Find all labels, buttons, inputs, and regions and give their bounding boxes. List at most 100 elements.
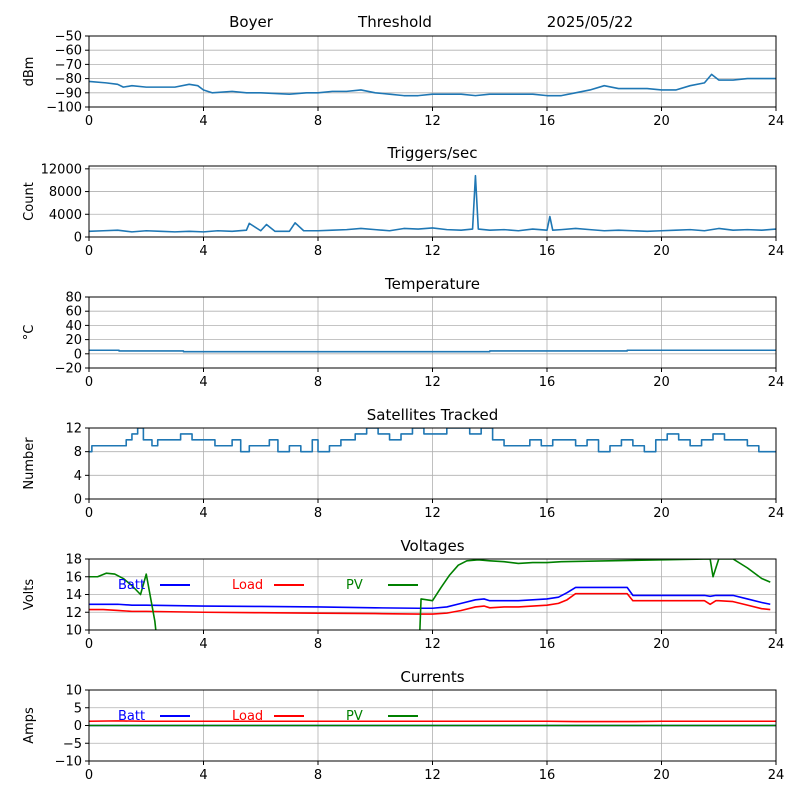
x-tick-label: 24 [768, 375, 785, 390]
series-line-load [89, 592, 771, 615]
y-tick-label: 0 [74, 231, 82, 246]
x-tick-label: 20 [653, 375, 670, 390]
y-tick-label: 20 [65, 333, 82, 348]
series-line-pv [89, 559, 771, 630]
y-axis-label: Amps [22, 707, 37, 744]
x-tick-label: 24 [768, 637, 785, 652]
x-tick-label: 20 [653, 114, 670, 129]
x-tick-label: 8 [314, 768, 322, 783]
header-mode: Threshold [357, 13, 432, 31]
y-axis-label: dBm [22, 57, 37, 87]
y-tick-label: −100 [46, 101, 82, 116]
x-tick-label: 20 [653, 637, 670, 652]
y-axis-label: °C [22, 325, 37, 341]
y-tick-label: 60 [65, 305, 82, 320]
x-tick-label: 4 [199, 375, 207, 390]
panel-title: Voltages [400, 537, 464, 555]
y-tick-label: −5 [63, 737, 82, 752]
panel-4: 0 4 8 12 16 20 24 10 12 14 16 18 Voltages Volts Batt Lo… [22, 537, 785, 652]
y-tick-label: 8 [74, 445, 82, 460]
y-axis-label: Count [22, 182, 37, 221]
series-line-0 [89, 174, 776, 233]
x-tick-label: 16 [539, 637, 556, 652]
x-tick-label: 8 [314, 506, 322, 521]
y-tick-label: 0 [74, 493, 82, 508]
legend-label-pv: PV [346, 709, 363, 724]
panel-title: Triggers/sec [387, 144, 478, 162]
y-tick-label: −90 [55, 86, 82, 101]
y-tick-label: −70 [55, 58, 82, 73]
legend-label-batt: Batt [118, 709, 145, 724]
x-tick-label: 4 [199, 637, 207, 652]
x-tick-label: 20 [653, 244, 670, 259]
y-axis-label: Volts [22, 579, 37, 611]
x-tick-label: 24 [768, 244, 785, 259]
y-tick-label: −50 [55, 30, 82, 45]
x-tick-label: 4 [199, 506, 207, 521]
x-tick-label: 0 [85, 768, 93, 783]
series-line-0 [89, 349, 776, 353]
x-tick-label: 12 [424, 637, 441, 652]
y-tick-label: 5 [74, 701, 82, 716]
x-tick-label: 0 [85, 506, 93, 521]
x-tick-label: 8 [314, 244, 322, 259]
x-tick-label: 8 [314, 114, 322, 129]
x-tick-label: 12 [424, 506, 441, 521]
x-tick-label: 24 [768, 114, 785, 129]
y-axis-label: Number [22, 437, 37, 490]
panel-0: 0 4 8 12 16 20 24 −100−90−80−70−60−50 dBm [22, 30, 784, 130]
y-tick-label: 12 [65, 422, 82, 437]
y-tick-label: 80 [65, 291, 82, 306]
y-tick-label: 8000 [49, 185, 82, 200]
x-tick-label: 16 [539, 506, 556, 521]
x-tick-label: 16 [539, 768, 556, 783]
x-tick-label: 8 [314, 375, 322, 390]
series-line-0 [89, 73, 776, 97]
y-tick-label: 40 [65, 319, 82, 334]
header-date: 2025/05/22 [547, 13, 633, 31]
legend-label-batt: Batt [118, 578, 145, 593]
panel-3: 0 4 8 12 16 20 24 0 4 8 12 Satellites Tracked Number [22, 406, 784, 521]
legend-label-load: Load [232, 578, 263, 593]
y-tick-label: −20 [55, 362, 82, 377]
x-tick-label: 12 [424, 375, 441, 390]
x-tick-label: 24 [768, 506, 785, 521]
y-tick-label: 0 [74, 347, 82, 362]
panel-1: 0 4 8 12 16 20 24 0 4000 8000 12000 Triggers/sec Cou… [22, 144, 784, 259]
y-tick-label: 4 [74, 469, 82, 484]
series-line-0 [89, 428, 776, 453]
y-tick-label: 10 [65, 624, 82, 639]
y-tick-label: −60 [55, 44, 82, 59]
y-tick-label: −80 [55, 72, 82, 87]
x-tick-label: 16 [539, 114, 556, 129]
x-tick-label: 4 [199, 114, 207, 129]
x-tick-label: 0 [85, 637, 93, 652]
x-tick-label: 0 [85, 375, 93, 390]
x-tick-label: 16 [539, 244, 556, 259]
header-station: Boyer [229, 13, 274, 31]
x-tick-label: 12 [424, 114, 441, 129]
x-tick-label: 20 [653, 506, 670, 521]
legend-label-load: Load [232, 709, 263, 724]
series-line-batt [89, 586, 771, 610]
x-tick-label: 4 [199, 244, 207, 259]
panel-title: Temperature [384, 275, 480, 293]
y-tick-label: 10 [65, 684, 82, 699]
x-tick-label: 4 [199, 768, 207, 783]
x-tick-label: 12 [424, 768, 441, 783]
panel-5: 0 4 8 12 16 20 24 −10 −5 0 5 10 Currents Amps Batt Load… [22, 668, 784, 783]
x-tick-label: 20 [653, 768, 670, 783]
x-tick-label: 0 [85, 244, 93, 259]
y-tick-label: −10 [55, 755, 82, 770]
y-tick-label: 18 [65, 553, 82, 568]
y-tick-label: 4000 [49, 208, 82, 223]
panel-title: Currents [400, 668, 464, 686]
x-tick-label: 16 [539, 375, 556, 390]
y-tick-label: 0 [74, 719, 82, 734]
y-tick-label: 12 [65, 606, 82, 621]
y-tick-label: 16 [65, 570, 82, 585]
panel-title: Satellites Tracked [367, 406, 498, 424]
